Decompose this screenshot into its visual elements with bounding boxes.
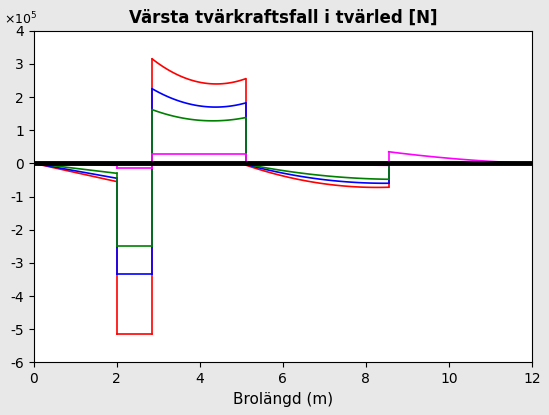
Title: Värsta tvärkraftsfall i tvärled [N]: Värsta tvärkraftsfall i tvärled [N] bbox=[128, 8, 437, 26]
X-axis label: Brolängd (m): Brolängd (m) bbox=[233, 392, 333, 407]
Text: $\times 10^5$: $\times 10^5$ bbox=[4, 11, 37, 27]
